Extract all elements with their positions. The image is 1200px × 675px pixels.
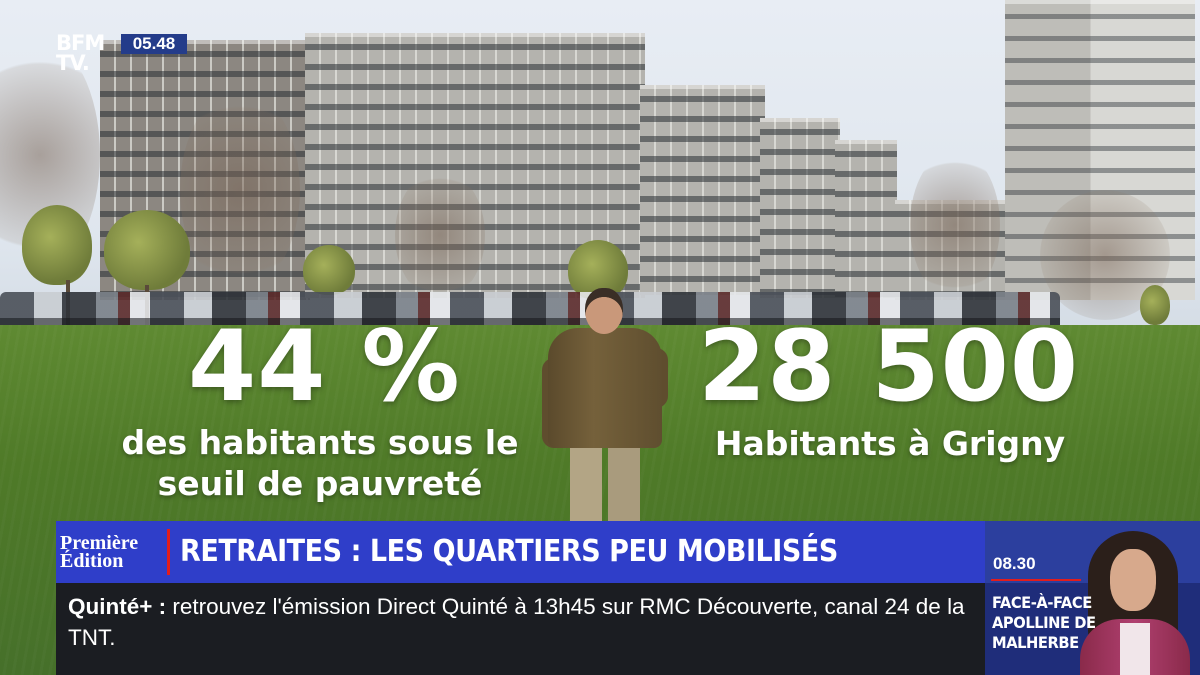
presenter-shirt [1120, 623, 1150, 675]
tree [22, 205, 92, 285]
tree [1140, 285, 1170, 325]
stat-poverty-caption-line2: seuil de pauvreté [157, 464, 483, 504]
badge-separator [167, 529, 170, 575]
ticker-message: retrouvez l'émission Direct Quinté à 13h… [68, 594, 965, 650]
ticker-label: Quinté+ : [68, 594, 167, 619]
presenter-face [1110, 549, 1156, 611]
reporter-head [585, 288, 623, 334]
next-show-title-line2: APOLLINE DE [992, 613, 1096, 632]
next-show-promo: 08.30 FACE-À-FACE APOLLINE DE MALHERBE [985, 521, 1200, 675]
bare-tree [395, 170, 485, 300]
bfmtv-logo: BFM TV. [56, 31, 105, 75]
next-show-title-line3: MALHERBE [992, 633, 1079, 652]
stat-population-caption: Habitants à Grigny [714, 424, 1066, 463]
show-badge: Première Édition [56, 521, 172, 583]
apartment-building [760, 118, 840, 298]
next-show-title-line1: FACE-À-FACE [992, 593, 1092, 612]
stat-poverty-caption-line1: des habitants sous le [121, 423, 519, 462]
apartment-building [640, 85, 765, 295]
reporter-legs [570, 446, 640, 526]
headline: RETRAITES : LES QUARTIERS PEU MOBILISÉS [180, 534, 838, 569]
presenter-photo [1080, 531, 1190, 675]
bare-tree [910, 150, 1000, 300]
reporter [540, 288, 670, 528]
headline-banner: Première Édition RETRAITES : LES QUARTIE… [56, 521, 985, 583]
stat-population-value: 28 500 [698, 310, 1080, 424]
show-name-line2: Édition [60, 550, 124, 572]
tree [104, 210, 190, 290]
clock: 05.48 [121, 34, 187, 54]
bare-tree [180, 90, 300, 290]
stat-poverty-value: 44 % [188, 310, 461, 424]
news-ticker: Quinté+ : retrouvez l'émission Direct Qu… [56, 583, 985, 675]
reporter-coat [548, 328, 662, 448]
apartment-building [835, 140, 897, 298]
tree [303, 245, 355, 295]
logo-line1: BFM [56, 31, 105, 55]
show-name-line1: Première [60, 532, 139, 554]
promo-divider [991, 579, 1081, 581]
ticker-text: Quinté+ : retrouvez l'émission Direct Qu… [68, 591, 968, 653]
next-show-title: FACE-À-FACE APOLLINE DE MALHERBE [992, 593, 1096, 653]
next-show-time: 08.30 [993, 554, 1036, 573]
logo-line2: TV. [56, 51, 90, 75]
stat-poverty-caption: des habitants sous le seuil de pauvreté [110, 422, 530, 505]
